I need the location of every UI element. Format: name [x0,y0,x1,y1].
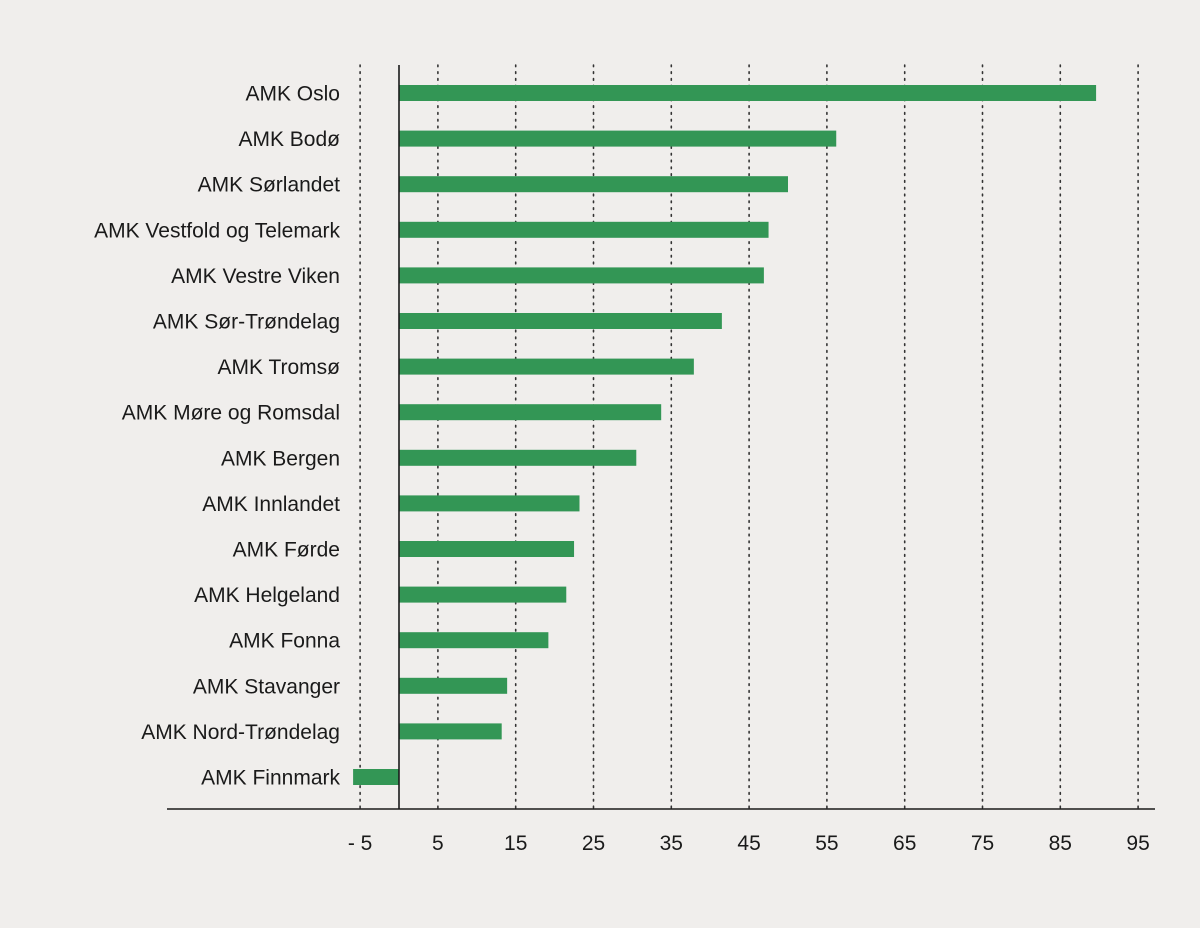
bar-3 [399,221,769,238]
category-label-13: AMK Stavanger [193,675,340,698]
category-label-12: AMK Fonna [229,630,340,653]
category-label-1: AMK Bodø [238,128,340,151]
bar-14 [399,723,502,740]
bar-1 [399,130,837,147]
category-labels: AMK Oslo AMK Bodø AMK Sørlandet AMK Vestfol… [94,83,340,790]
bar-11 [399,586,567,603]
category-label-0: AMK Oslo [245,83,340,106]
bars [353,85,1097,785]
x-tick-labels: - 5 5 15 25 35 45 55 65 75 85 95 [348,832,1150,855]
x-tick-label-7: 65 [893,832,916,855]
axes [167,65,1155,810]
category-label-5: AMK Sør-Trøndelag [153,311,340,334]
category-label-3: AMK Vestfold og Telemark [94,219,340,242]
bar-6 [399,358,694,375]
category-label-14: AMK Nord-Trøndelag [141,721,340,744]
category-label-8: AMK Bergen [221,447,340,470]
x-tick-label-1: 5 [432,832,444,855]
category-label-2: AMK Sørlandet [198,174,341,197]
x-tick-label-6: 55 [815,832,838,855]
x-tick-label-8: 75 [971,832,994,855]
x-tick-label-3: 25 [582,832,605,855]
x-tick-label-10: 95 [1126,832,1149,855]
category-label-9: AMK Innlandet [202,493,340,516]
category-label-7: AMK Møre og Romsdal [122,402,340,425]
bar-10 [399,541,575,557]
category-label-6: AMK Tromsø [217,356,340,379]
x-tick-label-9: 85 [1049,832,1072,855]
bar-8 [399,449,637,466]
bar-13 [399,677,508,694]
bar-2 [399,176,788,193]
bar-15 [353,769,399,785]
x-tick-label-0: - 5 [348,832,373,855]
x-tick-label-2: 15 [504,832,527,855]
category-label-10: AMK Førde [233,539,340,562]
category-label-4: AMK Vestre Viken [171,265,340,288]
bar-12 [399,632,549,649]
x-tick-label-5: 45 [737,832,760,855]
bar-7 [399,404,662,421]
category-label-11: AMK Helgeland [194,584,340,607]
bar-0 [399,85,1097,101]
bar-9 [399,495,580,512]
bar-4 [399,267,764,284]
bar-5 [399,313,722,329]
category-label-15: AMK Finnmark [201,767,340,790]
x-tick-label-4: 35 [660,832,683,855]
